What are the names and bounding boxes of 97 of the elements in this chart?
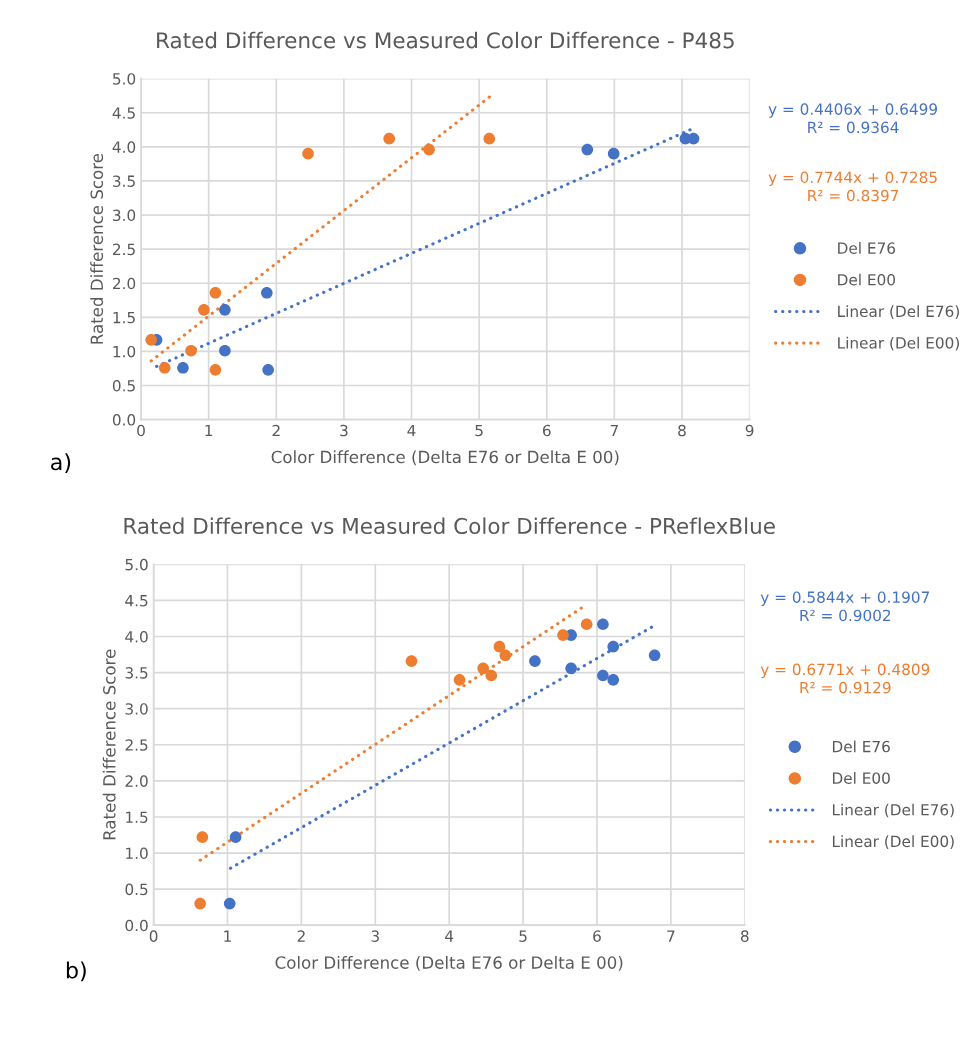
point bbox=[597, 669, 609, 682]
text: b) bbox=[66, 961, 86, 982]
x-tick-label: 6 bbox=[542, 424, 551, 437]
point bbox=[477, 662, 489, 675]
y-tick-label: 3.5 bbox=[113, 175, 135, 187]
point bbox=[209, 364, 222, 376]
x-tick-label: 4 bbox=[407, 424, 416, 437]
y-tick-label: 4.0 bbox=[112, 141, 136, 153]
chart-title: Rated Difference vs Measured Color Difference - PReflexBlue bbox=[124, 517, 775, 535]
y-tick-label: 3.0 bbox=[125, 703, 148, 715]
point bbox=[194, 897, 206, 910]
point bbox=[597, 618, 609, 631]
y-tick-label: 1.5 bbox=[126, 811, 148, 823]
x-tick-label: 6 bbox=[593, 930, 601, 942]
point bbox=[529, 655, 541, 667]
x-tick-label: 1 bbox=[205, 424, 213, 437]
legend-label: Linear (Del E00) bbox=[832, 835, 954, 849]
legend-label: Linear (Del E76) bbox=[832, 803, 954, 818]
point bbox=[565, 662, 577, 675]
x-tick-label: 3 bbox=[340, 424, 348, 437]
y-tick-label: 3.5 bbox=[125, 667, 148, 679]
point bbox=[158, 361, 171, 374]
chart-title: Rated Difference vs Measured Color Difference - P485 bbox=[157, 31, 734, 49]
x-tick-label: 0 bbox=[137, 424, 145, 437]
y-tick-label: 2.0 bbox=[113, 277, 136, 290]
y-tick-label: 2.5 bbox=[125, 739, 148, 751]
point bbox=[262, 364, 274, 376]
point bbox=[483, 132, 496, 145]
point bbox=[423, 143, 435, 156]
point bbox=[209, 286, 222, 299]
x-tick-label: 2 bbox=[297, 930, 305, 942]
x-axis-title: Color Difference (Delta E76 or Delta E 00) bbox=[275, 955, 623, 971]
x-tick-label: 4 bbox=[445, 930, 454, 942]
point bbox=[219, 304, 231, 316]
point bbox=[453, 674, 466, 686]
x-tick-label: 0 bbox=[149, 930, 158, 942]
point bbox=[185, 344, 197, 357]
y-tick-label: 4.0 bbox=[125, 631, 148, 643]
y-tick-label: 4.5 bbox=[112, 107, 135, 119]
point bbox=[223, 897, 236, 910]
legend-label: Del E00 bbox=[838, 273, 895, 286]
point bbox=[198, 304, 210, 316]
point bbox=[219, 344, 231, 357]
y-tick-label: 1.0 bbox=[113, 345, 136, 358]
point bbox=[648, 649, 661, 662]
text: a) bbox=[51, 453, 71, 473]
y-tick-label: 3.0 bbox=[113, 209, 136, 222]
y-tick-label: 2.0 bbox=[125, 775, 148, 787]
text: y = 0.4406x + 0.6499 R² = 0.9364 bbox=[768, 103, 938, 134]
x-tick-label: 9 bbox=[745, 424, 754, 437]
point bbox=[261, 286, 273, 299]
point bbox=[580, 618, 593, 631]
x-tick-label: 7 bbox=[610, 424, 618, 437]
point bbox=[405, 655, 418, 667]
y-tick-label: 1.0 bbox=[126, 847, 148, 860]
x-tick-label: 7 bbox=[667, 930, 675, 942]
y-tick-label: 2.5 bbox=[113, 243, 135, 256]
x-tick-label: 5 bbox=[519, 930, 527, 942]
x-axis-title: Color Difference (Delta E76 or Delta E 00) bbox=[271, 450, 619, 466]
point bbox=[145, 334, 157, 346]
point bbox=[493, 640, 506, 653]
text: y = 0.6771x + 0.4809 R² = 0.9129 bbox=[760, 663, 930, 694]
x-tick-label: 3 bbox=[371, 930, 379, 942]
y-tick-label: 0.0 bbox=[112, 414, 136, 426]
y-tick-label: 5.0 bbox=[113, 73, 136, 85]
point bbox=[177, 361, 189, 374]
text: y = 0.5844x + 0.1907 R² = 0.9002 bbox=[760, 591, 929, 622]
legend-label: Linear (Del E00) bbox=[838, 336, 959, 351]
point bbox=[499, 649, 512, 662]
point bbox=[557, 629, 569, 641]
y-axis-title: Rated Difference Score bbox=[90, 153, 104, 344]
y-tick-label: 0.0 bbox=[125, 919, 148, 932]
x-tick-label: 8 bbox=[678, 424, 686, 437]
y-tick-label: 0.5 bbox=[125, 883, 148, 896]
y-axis-title: Rated Difference Score bbox=[102, 649, 116, 840]
point bbox=[581, 143, 594, 156]
x-tick-label: 2 bbox=[272, 424, 280, 437]
legend-label: Del E76 bbox=[832, 740, 890, 753]
legend-label: Del E76 bbox=[838, 242, 896, 254]
y-tick-label: 1.5 bbox=[113, 311, 135, 324]
y-tick-label: 0.5 bbox=[112, 379, 135, 392]
x-tick-label: 1 bbox=[224, 930, 231, 942]
point bbox=[229, 831, 242, 843]
point bbox=[196, 831, 209, 843]
text: y = 0.7744x + 0.7285 R² = 0.8397 bbox=[768, 171, 937, 202]
point bbox=[383, 132, 396, 145]
point bbox=[607, 674, 620, 686]
point bbox=[607, 147, 620, 160]
point bbox=[485, 669, 498, 682]
x-tick-label: 5 bbox=[475, 424, 483, 437]
point bbox=[607, 640, 620, 653]
point bbox=[302, 147, 314, 160]
y-tick-label: 5.0 bbox=[125, 558, 148, 571]
x-tick-label: 8 bbox=[740, 930, 749, 942]
legend-label: Linear (Del E76) bbox=[838, 305, 959, 319]
y-tick-label: 4.5 bbox=[125, 595, 148, 607]
legend-label: Del E00 bbox=[832, 772, 890, 784]
